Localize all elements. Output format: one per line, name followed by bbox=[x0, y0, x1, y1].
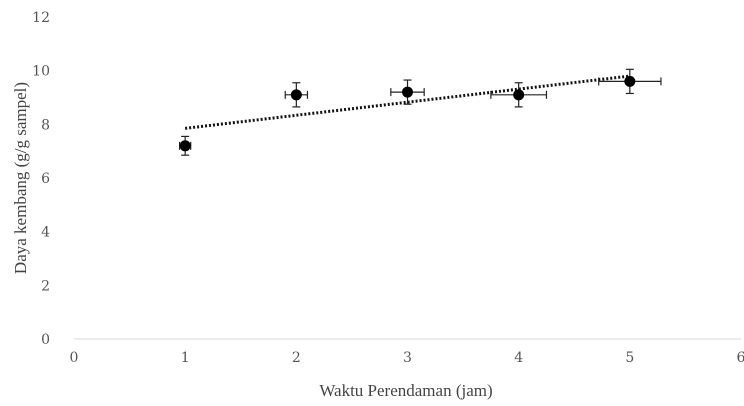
x-tick-label: 0 bbox=[70, 350, 79, 366]
data-point bbox=[624, 75, 636, 87]
y-tick-label: 0 bbox=[41, 332, 50, 348]
data-points bbox=[179, 75, 636, 152]
data-point bbox=[290, 89, 302, 101]
trendline bbox=[184, 74, 631, 130]
data-point bbox=[179, 140, 191, 152]
x-tick-label: 2 bbox=[292, 350, 301, 366]
y-tick-label: 4 bbox=[41, 225, 50, 241]
error-bars bbox=[179, 68, 662, 156]
x-tick-label: 4 bbox=[514, 350, 523, 366]
y-tick-labels: 0 2 4 6 8 10 12 bbox=[32, 10, 50, 348]
y-axis-label: Daya kembang (g/g sampel) bbox=[11, 82, 30, 274]
y-tick-label: 12 bbox=[32, 10, 50, 26]
y-tick-label: 2 bbox=[41, 278, 50, 294]
y-tick-label: 6 bbox=[41, 171, 50, 187]
x-tick-label: 3 bbox=[403, 350, 412, 366]
y-tick-label: 8 bbox=[41, 117, 50, 133]
y-tick-label: 10 bbox=[32, 64, 50, 80]
trendline-line bbox=[184, 74, 631, 130]
x-tick-label: 1 bbox=[181, 350, 190, 366]
x-tick-label: 5 bbox=[625, 350, 634, 366]
data-point bbox=[402, 86, 413, 98]
data-point bbox=[513, 89, 525, 101]
x-tick-label: 6 bbox=[737, 350, 744, 366]
x-tick-labels: 0 1 2 3 4 5 6 bbox=[70, 350, 744, 366]
x-axis-label: Waktu Perendaman (jam) bbox=[319, 381, 492, 400]
